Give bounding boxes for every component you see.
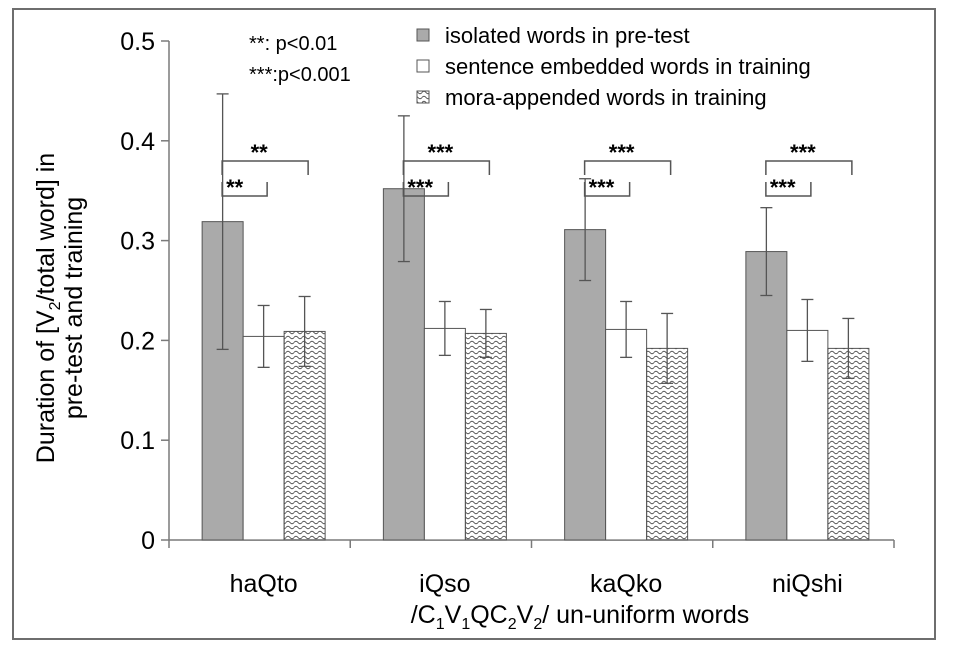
x-axis-title-subscript: 1 (461, 616, 470, 633)
significance-bracket-long (221, 160, 309, 175)
chart-frame: 0 0.1 0.2 0.3 0.4 0.5 ** ** *** *** *** *** *** *** … (12, 8, 936, 640)
legend-swatch-series-3 (416, 90, 430, 104)
legend-label-series-1: isolated words in pre-test (445, 23, 690, 48)
y-tick-label: 0.5 (120, 28, 155, 56)
significance-label-short: ** (226, 175, 244, 200)
bar-niQshi-series-1 (745, 251, 788, 541)
significance-bracket-short (583, 182, 631, 197)
bar-kaQko-series-2 (605, 328, 648, 541)
significance-label-long: *** (790, 140, 816, 165)
significance-label-long: ** (251, 140, 269, 165)
significance-bracket-long (583, 160, 672, 175)
x-axis-title-subscript: 2 (508, 616, 517, 633)
bar-niQshi-series-3 (827, 347, 870, 541)
significance-bracket-long (765, 160, 853, 175)
y-tick-label: 0 (141, 527, 155, 555)
x-axis-title-subscript: 2 (533, 616, 542, 633)
significance-label-long: *** (609, 140, 635, 165)
y-axis-title-part: /total word] in (32, 153, 60, 302)
legend-swatch-series-2 (416, 59, 430, 73)
significance-label-short: *** (770, 175, 796, 200)
bar-iQso-series-3 (464, 332, 507, 541)
y-tick-label: 0.1 (120, 427, 155, 455)
x-axis-title-part: V (445, 601, 462, 629)
p-value-note: **: p<0.01 (249, 33, 337, 55)
significance-bracket-short (402, 182, 450, 197)
x-axis-title-part: /C (411, 601, 436, 629)
p-value-note: ***:p<0.001 (249, 64, 351, 86)
y-tick-label: 0.2 (120, 327, 155, 355)
bar-kaQko-series-3 (646, 347, 689, 541)
x-axis-title-part: QC (470, 601, 508, 629)
bar-kaQko-series-1 (564, 229, 607, 541)
y-axis-title-line2: pre-test and training (60, 197, 88, 419)
significance-label-long: *** (428, 140, 454, 165)
legend-label-series-3: mora-appended words in training (445, 85, 767, 110)
y-tick-label: 0.3 (120, 228, 155, 256)
x-axis-title-part: V (517, 601, 534, 629)
y-axis-title-part: Duration of [V (32, 310, 60, 463)
x-category-label: kaQko (590, 570, 662, 598)
y-axis-title: Duration of [V2/total word] in (32, 153, 64, 463)
x-axis-title-subscript: 1 (436, 616, 445, 633)
x-axis-title: /C1V1QC2V2/ un-uniform words (411, 601, 750, 633)
bar-haQto-series-2 (242, 335, 285, 541)
y-tick-label: 0.4 (120, 128, 155, 156)
legend-label-series-2: sentence embedded words in training (445, 54, 811, 79)
legend-swatch-series-1 (416, 28, 430, 42)
x-axis-title-part: / un-uniform words (542, 601, 749, 629)
significance-bracket-short (221, 182, 268, 197)
significance-bracket-short (765, 182, 812, 197)
x-category-label: iQso (419, 570, 470, 598)
significance-label-short: *** (407, 175, 433, 200)
y-axis-title-subscript: 2 (47, 301, 64, 310)
x-category-label: haQto (230, 570, 298, 598)
bar-iQso-series-2 (423, 327, 466, 541)
significance-label-short: *** (589, 175, 615, 200)
bar-chart: 00.10.20.30.40.5 ********************** … (32, 23, 895, 633)
significance-bracket-long (402, 160, 491, 175)
x-category-label: niQshi (772, 570, 843, 598)
